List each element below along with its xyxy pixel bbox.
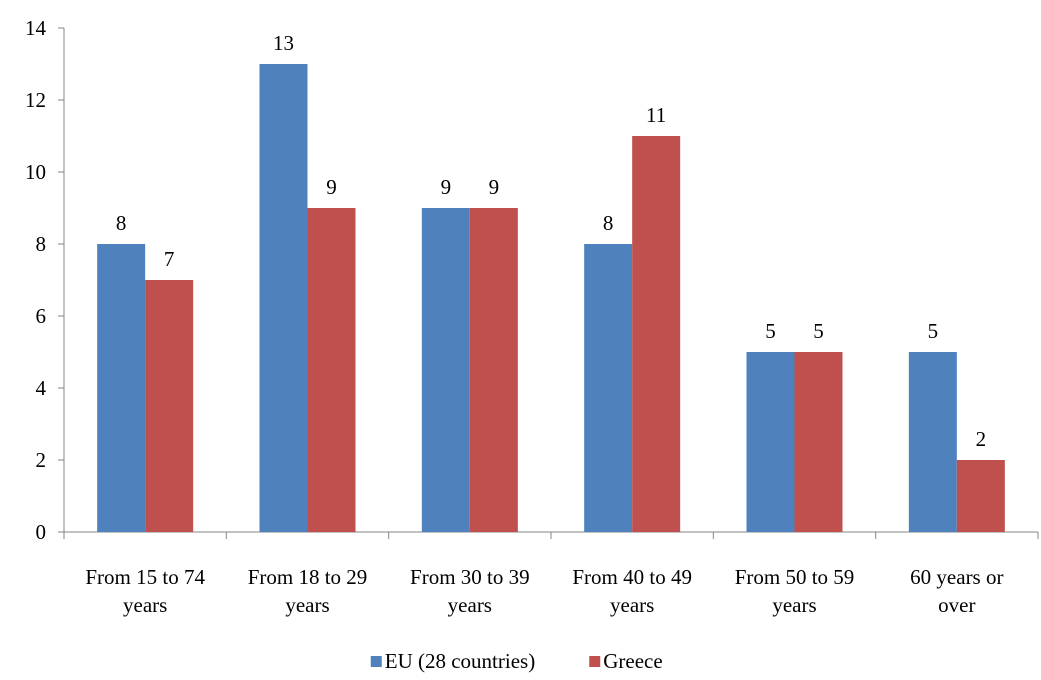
bar [909,352,957,532]
y-tick-label: 4 [36,376,47,400]
legend: EU (28 countries) Greece [371,649,663,673]
data-label: 5 [928,319,939,343]
data-label: 13 [273,31,294,55]
bar [97,244,145,532]
x-tick-label: From 50 to 59 [735,565,855,589]
x-tick-label: From 18 to 29 [248,565,368,589]
bar [308,208,356,532]
data-label: 9 [489,175,500,199]
x-tick-label: From 30 to 39 [410,565,530,589]
y-tick-label: 6 [36,304,47,328]
data-label: 9 [441,175,452,199]
x-tick-label: years [772,593,816,617]
bar [632,136,680,532]
data-label: 8 [603,211,614,235]
legend-label: Greece [603,649,662,673]
x-tick-label: From 15 to 74 [85,565,205,589]
bar [584,244,632,532]
legend-swatch [589,656,600,667]
x-tick-label: From 40 to 49 [572,565,692,589]
x-tick-label: 60 years or [910,565,1003,589]
legend-label: EU (28 countries) [385,649,535,673]
y-tick-label: 0 [36,520,47,544]
x-tick-label: years [123,593,167,617]
x-tick-label: over [938,593,975,617]
data-label: 8 [116,211,127,235]
bar [260,64,308,532]
bars-layer [97,64,1005,532]
bar [957,460,1005,532]
bar [422,208,470,532]
y-tick-label: 12 [25,88,46,112]
data-label: 11 [646,103,666,127]
x-tick-label: years [448,593,492,617]
bar [470,208,518,532]
y-tick-label: 8 [36,232,47,256]
x-tick-label: years [285,593,329,617]
y-tick-label: 14 [25,16,47,40]
y-tick-label: 10 [25,160,46,184]
bar [145,280,193,532]
data-label: 5 [813,319,824,343]
bar [795,352,843,532]
legend-swatch [371,656,382,667]
data-label: 7 [164,247,175,271]
bar [747,352,795,532]
x-tick-label: years [610,593,654,617]
data-label: 5 [765,319,776,343]
data-label: 9 [326,175,337,199]
labels-layer: From 15 to 74 years 8 7 From 18 to 29 years 13… [85,31,1003,617]
y-tick-label: 2 [36,448,47,472]
data-label: 2 [976,427,987,451]
